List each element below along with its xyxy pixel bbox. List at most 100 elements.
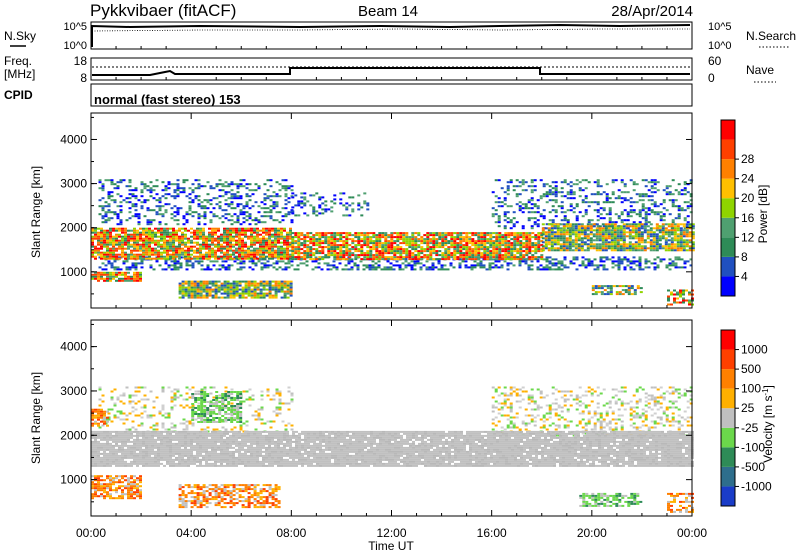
power-cell — [163, 255, 166, 258]
power-cell — [306, 256, 310, 259]
power-cell — [217, 255, 220, 258]
power-cell — [227, 266, 231, 269]
power-cell — [336, 238, 340, 241]
power-cell — [115, 243, 118, 246]
power-cell — [602, 260, 606, 263]
power-cell — [689, 203, 693, 206]
power-cell — [536, 199, 540, 202]
power-cell — [354, 258, 358, 261]
power-cell — [531, 250, 535, 253]
power-cell — [140, 207, 144, 210]
power-cell — [533, 221, 537, 224]
power-cell — [205, 294, 209, 297]
velocity-cell — [212, 428, 216, 431]
power-cell — [607, 243, 611, 246]
power-cell — [441, 234, 445, 237]
power-cell — [199, 284, 203, 287]
power-cell — [644, 193, 648, 196]
power-cell — [420, 252, 424, 255]
power-cell — [206, 268, 210, 271]
power-cell — [497, 201, 501, 204]
power-cell — [524, 207, 528, 210]
power-cell — [420, 250, 424, 253]
power-cell — [133, 245, 136, 248]
power-cell — [658, 237, 662, 240]
power-cell — [530, 227, 534, 230]
power-cell — [688, 227, 692, 230]
power-cell — [494, 221, 498, 224]
power-cell — [521, 258, 525, 261]
power-cell — [253, 290, 257, 293]
power-cell — [148, 255, 151, 258]
power-cell — [611, 262, 615, 265]
power-cell — [247, 257, 250, 260]
power-cell — [408, 246, 412, 249]
power-cell — [577, 249, 581, 252]
power-cell — [274, 286, 278, 289]
power-cell — [262, 253, 265, 256]
power-cell — [134, 268, 138, 271]
power-cell — [551, 268, 555, 271]
freq-panel: Freq. [MHz] 18 8 60 0 Nave — [4, 54, 776, 85]
power-cell — [345, 254, 349, 257]
power-cell — [506, 264, 510, 267]
power-cell — [290, 189, 294, 192]
power-cell — [366, 254, 370, 257]
power-cell — [429, 246, 433, 249]
power-cell — [333, 238, 337, 241]
power-cell — [112, 245, 115, 248]
power-cell — [215, 268, 219, 271]
power-cell — [553, 227, 557, 230]
power-cell — [100, 227, 103, 230]
power-cell — [160, 229, 163, 232]
power-cell — [112, 249, 115, 252]
power-cell — [393, 232, 397, 235]
power-cell — [247, 249, 250, 252]
power-cell — [193, 284, 197, 287]
power-cell — [239, 266, 243, 269]
power-cell — [533, 217, 537, 220]
power-cell — [677, 256, 681, 259]
power-cell — [158, 264, 162, 267]
power-cell — [91, 237, 94, 240]
power-cell — [471, 234, 475, 237]
power-cell — [351, 238, 355, 241]
power-cell — [509, 219, 513, 222]
power-cell — [417, 234, 421, 237]
power-cell — [655, 245, 659, 248]
power-cell — [591, 289, 595, 292]
power-cell — [253, 227, 256, 230]
power-cell — [244, 286, 248, 289]
power-cell — [342, 250, 346, 253]
power-cell — [679, 293, 682, 296]
power-cell — [241, 292, 245, 295]
power-cell — [139, 253, 142, 256]
power-cell — [556, 249, 560, 252]
power-cell — [238, 282, 242, 285]
power-cell — [211, 282, 215, 285]
power-cell — [324, 200, 328, 203]
power-cell — [245, 193, 249, 196]
power-cell — [530, 191, 534, 194]
power-cell — [133, 279, 136, 282]
power-cell — [589, 223, 593, 226]
power-cell — [504, 252, 508, 255]
power-cell — [408, 238, 412, 241]
power-cell — [522, 242, 526, 245]
power-cell — [414, 258, 418, 261]
power-cell — [256, 241, 259, 244]
power-cell — [232, 249, 235, 252]
power-cell — [133, 257, 136, 260]
power-cell — [233, 207, 237, 210]
power-cell — [112, 237, 115, 240]
power-cell — [223, 229, 226, 232]
power-cell — [202, 282, 206, 285]
power-cell — [274, 237, 277, 240]
power-cell — [625, 223, 629, 226]
power-cell — [605, 213, 609, 216]
power-cell — [637, 247, 641, 250]
power-cell — [217, 243, 220, 246]
power-cell — [238, 239, 241, 242]
power-cell — [284, 193, 288, 196]
power-cell — [97, 243, 100, 246]
